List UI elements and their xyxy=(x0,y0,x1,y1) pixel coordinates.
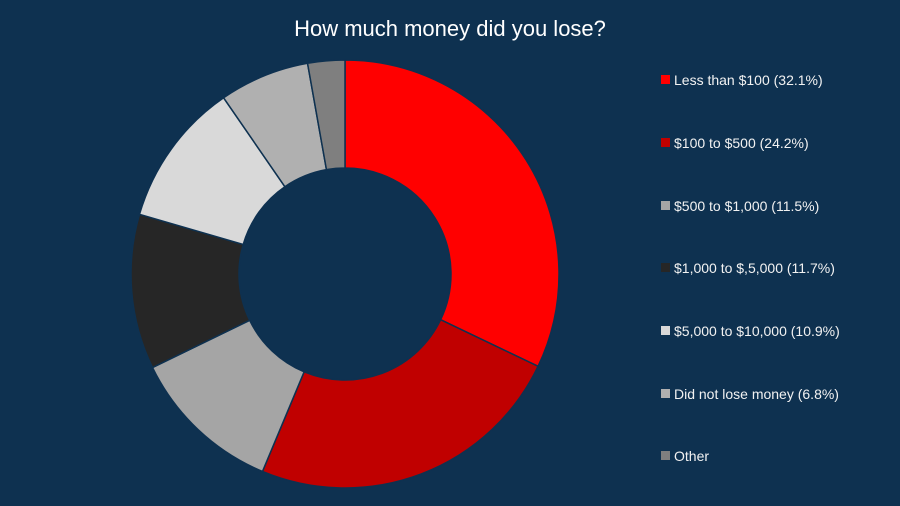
donut-slice-0 xyxy=(344,59,560,368)
chart-title: How much money did you lose? xyxy=(294,16,606,41)
donut-slice-1 xyxy=(261,318,540,489)
legend-label: $500 to $1,000 (11.5%) xyxy=(674,198,820,214)
legend-item: Other xyxy=(661,446,851,466)
donut-slice-6 xyxy=(306,59,346,171)
legend-swatch xyxy=(661,201,670,210)
legend-swatch xyxy=(661,326,670,335)
legend-label: Did not lose money (6.8%) xyxy=(674,386,839,402)
legend-label: $1,000 to $,5,000 (11.7%) xyxy=(674,260,835,276)
legend-swatch xyxy=(661,75,670,84)
legend-label: Less than $100 (32.1%) xyxy=(674,72,823,88)
legend-item: $5,000 to $10,000 (10.9%) xyxy=(661,321,851,341)
legend-swatch xyxy=(661,451,670,460)
legend-label: Other xyxy=(674,448,710,464)
legend-item: $1,000 to $,5,000 (11.7%) xyxy=(661,258,851,278)
legend-item: $100 to $500 (24.2%) xyxy=(661,133,851,153)
legend-item: Did not lose money (6.8%) xyxy=(661,384,851,404)
legend-item: $500 to $1,000 (11.5%) xyxy=(661,196,851,216)
legend-label: $5,000 to $10,000 (10.9%) xyxy=(674,323,840,339)
legend-swatch xyxy=(661,263,670,272)
legend-swatch xyxy=(661,389,670,398)
legend-label: $100 to $500 (24.2%) xyxy=(674,135,809,151)
legend-swatch xyxy=(661,138,670,147)
legend-item: Less than $100 (32.1%) xyxy=(661,70,851,90)
